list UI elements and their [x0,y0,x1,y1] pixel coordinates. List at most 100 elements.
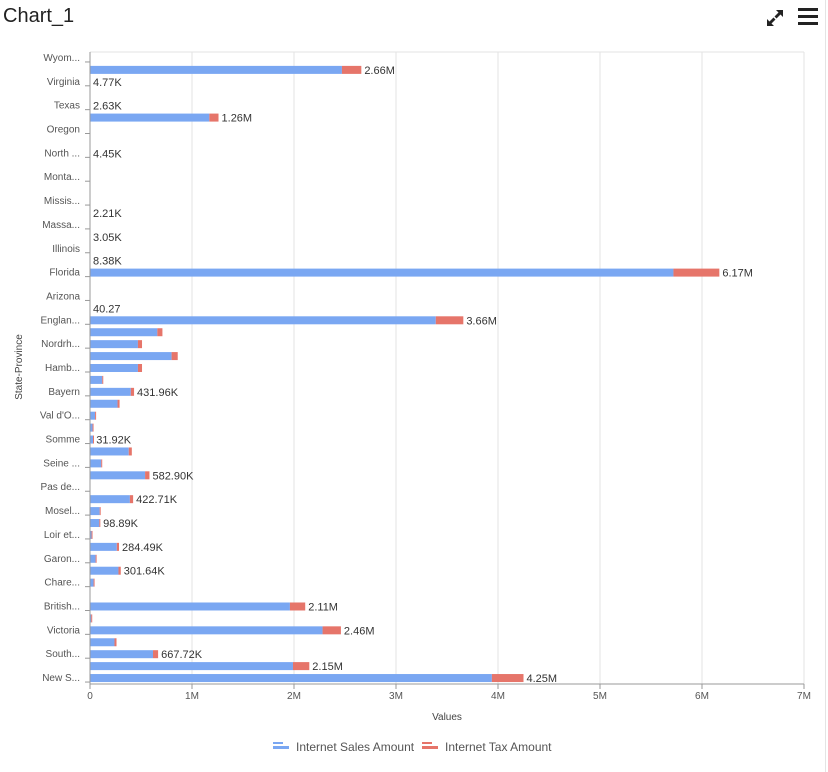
bar-internet-tax[interactable] [91,530,93,539]
axes: 0 1M 2M 3M 4M 5M 6M 7M Wyom... Virginia Texas Orego… [40,52,811,702]
bar-internet-sales[interactable] [90,614,92,623]
bar-internet-sales[interactable] [90,530,92,539]
hamburger-menu-icon[interactable] [797,6,819,28]
data-label: 31.92K [96,435,132,447]
bar-internet-tax[interactable] [673,268,720,277]
bar-internet-sales[interactable] [90,626,323,635]
bar-internet-sales[interactable] [90,375,103,384]
bar-internet-sales[interactable] [90,352,172,361]
panel-border [825,0,826,772]
category-label: Nordrh... [41,339,80,350]
legend-item-sales[interactable]: Internet Sales Amount [273,740,415,754]
category-label: Val d'O... [40,411,80,422]
bar-internet-sales[interactable] [90,387,131,396]
category-label: Oregon [47,125,80,136]
data-label: 4.25M [527,673,558,685]
bar-internet-sales[interactable] [90,495,130,504]
bar-internet-tax[interactable] [491,674,524,683]
bar-internet-sales[interactable] [90,602,290,611]
bar-internet-tax[interactable] [92,423,94,432]
bar-internet-sales[interactable] [90,554,96,563]
data-label: 582.90K [152,470,194,482]
bar-internet-tax[interactable] [95,554,97,563]
bar-internet-tax[interactable] [117,399,120,408]
data-label: 2.15M [312,661,343,673]
bar-internet-tax[interactable] [95,411,97,420]
category-label: Seine ... [43,458,80,469]
bar-internet-tax[interactable] [101,459,103,468]
bar-internet-tax[interactable] [116,542,120,551]
bar-internet-tax[interactable] [137,364,143,372]
bar-internet-sales[interactable] [90,113,210,122]
bar-internet-sales[interactable] [90,364,138,372]
legend-swatch-tax [422,742,432,744]
data-label: 2.46M [344,625,375,637]
x-tick-label: 5M [593,691,607,702]
x-tick-label: 3M [389,691,403,702]
category-label: Victoria [47,625,81,636]
data-label: 2.63K [93,101,122,113]
bar-internet-sales[interactable] [90,435,94,444]
bar-internet-tax[interactable] [292,662,310,671]
bar-internet-sales[interactable] [90,411,96,420]
bar-internet-sales[interactable] [90,566,119,575]
bar-internet-tax[interactable] [137,340,143,349]
bar-internet-tax[interactable] [209,113,219,122]
bar-internet-sales[interactable] [90,674,492,683]
category-label: Arizona [46,291,80,302]
legend: Internet Sales Amount Internet Tax Amoun… [273,740,552,754]
bar-internet-sales[interactable] [90,459,102,468]
bar-internet-tax[interactable] [130,387,135,396]
bar-internet-sales[interactable] [90,340,138,349]
bar-internet-tax[interactable] [145,471,150,480]
data-label: 667.72K [161,649,203,661]
bar-internet-sales[interactable] [90,65,342,74]
bar-internet-sales[interactable] [90,316,436,325]
category-label: Hamb... [45,363,80,374]
bar-internet-tax[interactable] [118,566,121,575]
x-tick-label: 0 [87,691,93,702]
legend-item-tax[interactable]: Internet Tax Amount [422,740,552,754]
bar-internet-tax[interactable] [435,316,464,325]
bar-internet-sales[interactable] [90,399,118,408]
bar-internet-sales[interactable] [90,328,158,337]
bar-internet-tax[interactable] [289,602,306,611]
bar-internet-sales[interactable] [90,650,154,659]
bar-internet-tax[interactable] [93,435,95,444]
bar-internet-tax[interactable] [128,447,132,456]
bar-internet-tax[interactable] [341,65,362,74]
bar-internet-sales[interactable] [90,519,100,528]
bar-internet-sales[interactable] [90,268,674,277]
category-label: Chare... [44,578,80,589]
expand-icon[interactable] [765,8,785,28]
bar-internet-tax[interactable] [93,578,95,587]
bar-internet-tax[interactable] [322,626,341,635]
bar-internet-tax[interactable] [157,328,163,337]
bar-internet-sales[interactable] [90,638,115,647]
data-label: 6.17M [722,268,753,280]
bar-internet-tax[interactable] [102,375,104,384]
bar-internet-sales[interactable] [90,447,129,456]
data-label: 1.26M [222,113,253,125]
data-label: 2.21K [93,208,122,220]
bar-internet-tax[interactable] [91,614,93,623]
bar-internet-tax[interactable] [99,507,101,516]
x-tick-label: 2M [287,691,301,702]
bar-internet-tax[interactable] [99,519,101,528]
data-label: 301.64K [124,566,166,578]
x-tick-label: 6M [695,691,709,702]
bar-internet-sales[interactable] [90,578,94,587]
data-label: 3.05K [93,232,122,244]
bar-internet-sales[interactable] [90,542,117,551]
bar-internet-sales[interactable] [90,507,100,516]
bar-internet-tax[interactable] [171,352,178,361]
bar-internet-sales[interactable] [90,423,93,432]
bar-internet-sales[interactable] [90,471,146,480]
category-label: Virginia [47,77,81,88]
category-label: Texas [54,101,80,112]
bar-internet-tax[interactable] [129,495,134,504]
legend-swatch-sales [273,742,283,744]
bar-internet-sales[interactable] [90,662,293,671]
bar-internet-tax[interactable] [114,638,117,647]
bar-internet-tax[interactable] [153,650,159,659]
